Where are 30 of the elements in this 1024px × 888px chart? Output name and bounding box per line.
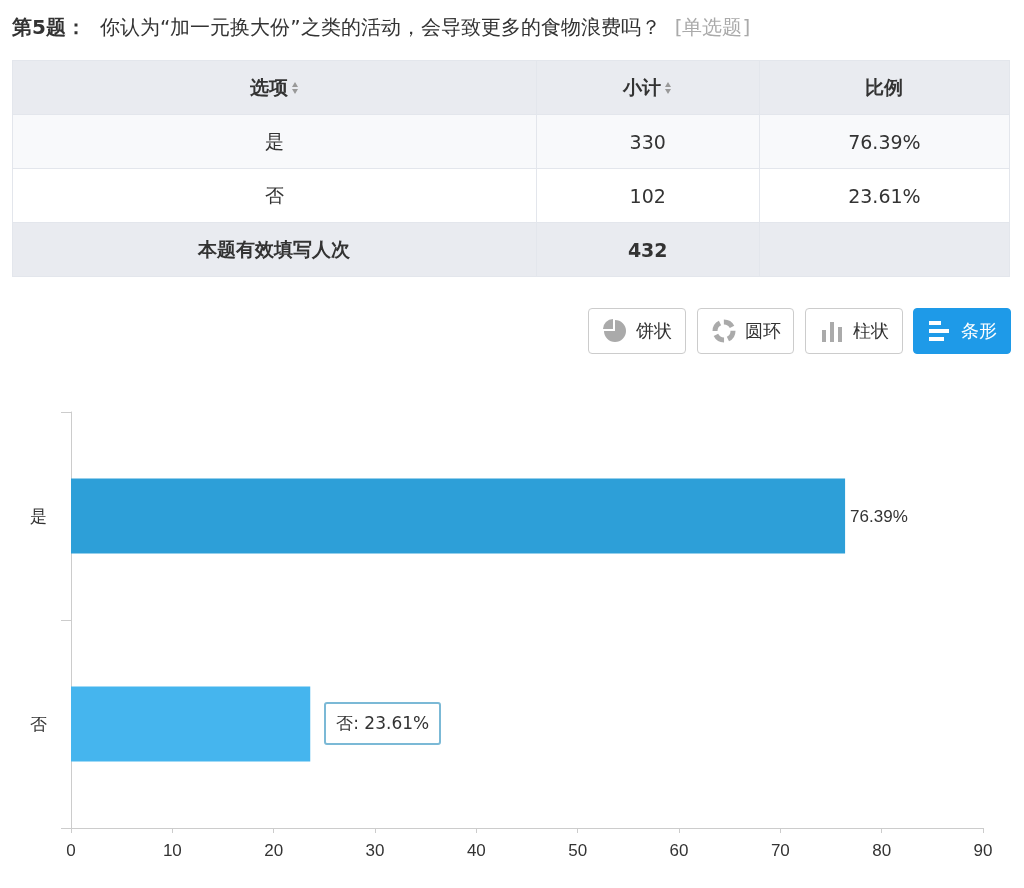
x-tick-label: 50	[568, 841, 588, 860]
text: 饼状	[636, 319, 672, 343]
text: 第5题：	[12, 15, 86, 39]
text: 否	[264, 183, 284, 206]
text: 432	[627, 238, 668, 261]
text: 条形	[961, 319, 997, 343]
text: [单选题]	[674, 15, 751, 39]
x-tick-label: 10	[162, 841, 182, 860]
x-tick-label: 0	[66, 841, 76, 860]
text: 你认为“加一元换大份”之类的活动，会导致更多的食物浪费吗？	[99, 15, 661, 39]
text: 比例	[865, 75, 904, 98]
text: 330	[629, 130, 666, 153]
text: 是	[264, 129, 284, 152]
text: 本题有效填写人次	[198, 237, 351, 260]
text: 柱状	[853, 319, 889, 343]
x-tick-label: 70	[770, 841, 790, 860]
text: 圆环	[744, 319, 781, 343]
data-label: 76.39%	[850, 506, 908, 526]
x-tick-label: 90	[973, 841, 993, 860]
x-tick-label: 40	[466, 841, 486, 860]
text: 小计	[623, 75, 662, 98]
text: 23.61%	[848, 184, 921, 207]
text: 76.39%	[848, 130, 921, 153]
annotation: 否: 23.61%	[324, 702, 442, 745]
x-tick-label: 80	[872, 841, 892, 860]
text: 选项	[249, 75, 288, 98]
text: 102	[629, 184, 666, 207]
x-tick-label: 60	[669, 841, 689, 860]
x-tick-label: 20	[264, 841, 284, 860]
x-tick-label: 30	[365, 841, 385, 860]
